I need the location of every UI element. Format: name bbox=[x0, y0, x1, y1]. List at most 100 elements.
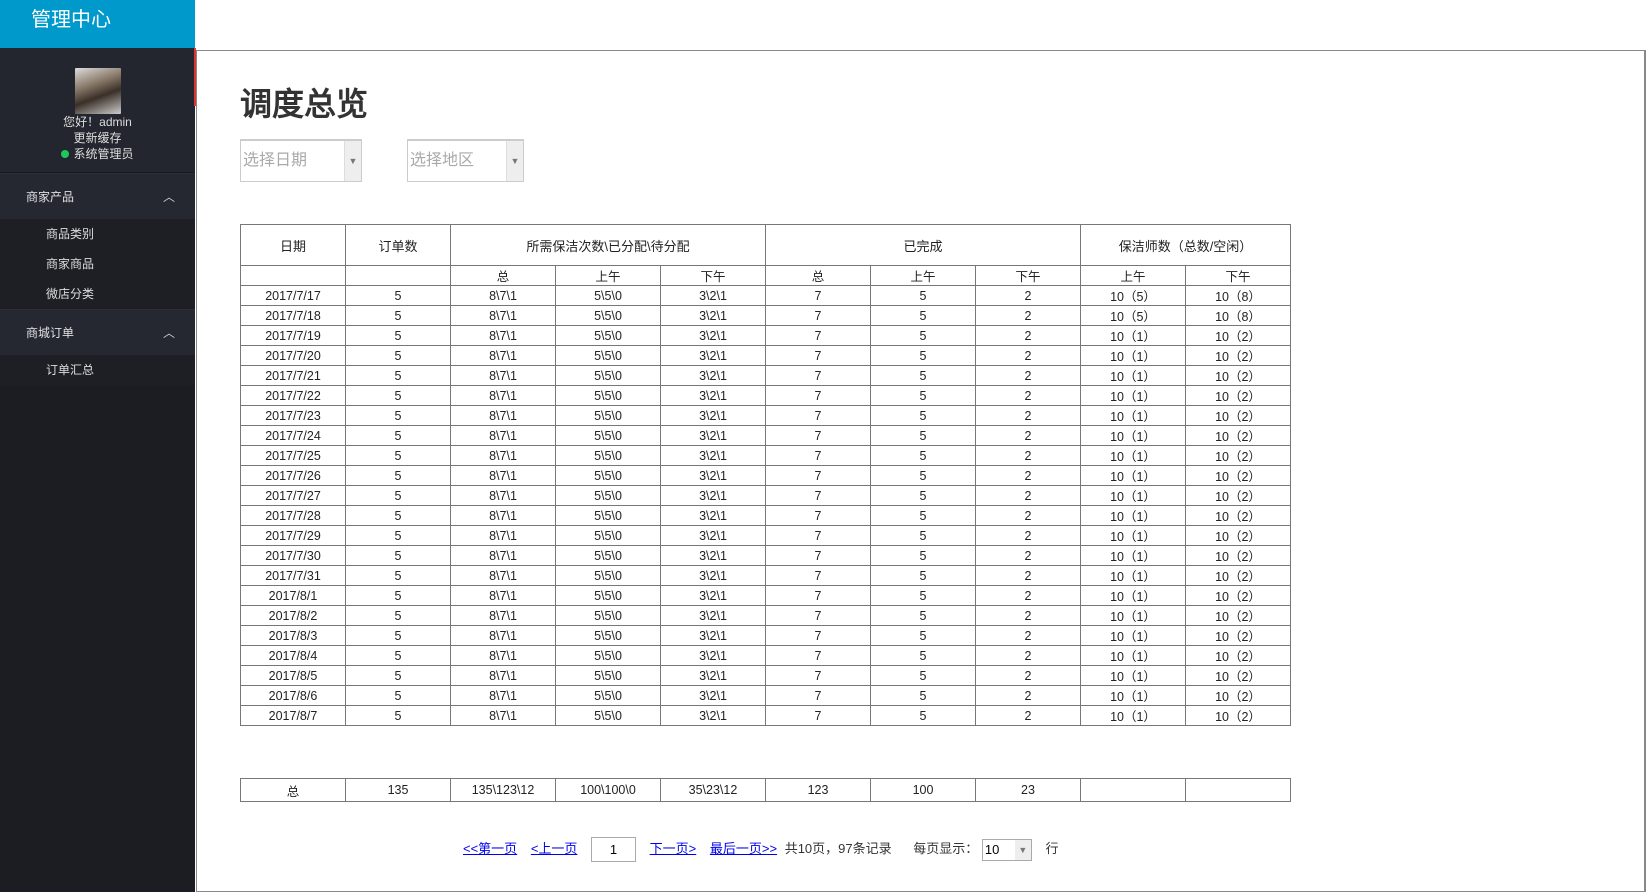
table-cell: 5\5\0 bbox=[555, 585, 661, 606]
chevron-down-icon: ▼ bbox=[1014, 839, 1031, 860]
sidebar-item[interactable]: 商品类别 bbox=[46, 227, 95, 241]
table-cell: 5 bbox=[870, 585, 976, 606]
table-cell: 2017/8/7 bbox=[240, 705, 346, 726]
table-cell: 5\5\0 bbox=[555, 305, 661, 326]
page-size-select[interactable]: 10 ▼ bbox=[981, 838, 1032, 861]
table-cell: 10（1） bbox=[1080, 665, 1186, 686]
chevron-up-icon[interactable]: ︿ bbox=[162, 326, 175, 340]
total-cell: 100 bbox=[870, 778, 976, 802]
table-cell: 5 bbox=[870, 365, 976, 386]
rows-unit: 行 bbox=[1045, 840, 1059, 856]
chevron-up-icon[interactable]: ︿ bbox=[162, 190, 175, 204]
sidebar-item[interactable]: 商家商品 bbox=[46, 257, 95, 271]
table-cell: 8\7\1 bbox=[450, 565, 556, 586]
brand-title: 管理中心 bbox=[0, 0, 195, 48]
table-cell: 7 bbox=[765, 645, 871, 666]
last-page-link[interactable]: 最后一页>> bbox=[709, 840, 778, 856]
table-cell: 2 bbox=[975, 705, 1081, 726]
table-cell: 10（2） bbox=[1185, 685, 1291, 706]
table-cell: 5\5\0 bbox=[555, 665, 661, 686]
section-label: 商城订单 bbox=[26, 326, 75, 340]
table-cell: 3\2\1 bbox=[660, 645, 766, 666]
table-cell: 8\7\1 bbox=[450, 405, 556, 426]
sidebar-item[interactable]: 订单汇总 bbox=[46, 363, 95, 377]
sidebar-item[interactable]: 微店分类 bbox=[46, 287, 95, 301]
table-cell: 2017/8/6 bbox=[240, 685, 346, 706]
avatar[interactable] bbox=[74, 68, 121, 114]
table-cell: 10（1） bbox=[1080, 385, 1186, 406]
table-row: 2017/8/3 5 8\7\1 5\5\0 3\2\1 7 5 2 10（1） 10（2） bbox=[240, 625, 1291, 646]
table-cell: 2017/7/20 bbox=[240, 345, 346, 366]
table-cell: 3\2\1 bbox=[660, 505, 766, 526]
table-cell: 10（1） bbox=[1080, 565, 1186, 586]
table-cell: 5 bbox=[870, 425, 976, 446]
table-cell: 3\2\1 bbox=[660, 325, 766, 346]
schedule-table: 日期 订单数 所需保洁次数\已分配\待分配 已完成 保洁师数（总数/空闲）总上午 下午总上… bbox=[240, 224, 1291, 726]
table-cell: 10（2） bbox=[1185, 565, 1291, 586]
next-page-link[interactable]: 下一页> bbox=[649, 840, 697, 856]
table-cell: 5\5\0 bbox=[555, 685, 661, 706]
table-cell: 5 bbox=[870, 445, 976, 466]
table-cell: 10（2） bbox=[1185, 665, 1291, 686]
page-size-value: 10 bbox=[984, 841, 1000, 857]
table-cell: 5 bbox=[870, 305, 976, 326]
page-number-input[interactable]: 1 bbox=[591, 837, 637, 862]
table-cell: 2 bbox=[975, 605, 1081, 626]
table-cell: 10（2） bbox=[1185, 345, 1291, 366]
table-cell: 5 bbox=[345, 365, 451, 386]
table-cell: 10（2） bbox=[1185, 605, 1291, 626]
table-cell: 10（1） bbox=[1080, 425, 1186, 446]
sidebar-section[interactable]: 商家产品 ︿ bbox=[0, 173, 195, 219]
table-cell: 8\7\1 bbox=[450, 705, 556, 726]
table-cell: 2 bbox=[975, 565, 1081, 586]
table-cell: 5 bbox=[870, 325, 976, 346]
greeting: 您好！admin bbox=[63, 115, 132, 129]
table-cell: 2017/7/17 bbox=[240, 285, 346, 306]
table-cell: 2 bbox=[975, 445, 1081, 466]
table-cell: 7 bbox=[765, 585, 871, 606]
table-row: 2017/7/19 5 8\7\1 5\5\0 3\2\1 7 5 2 10（1） 10（2） bbox=[240, 325, 1291, 346]
region-select[interactable]: 选择地区 ▼ bbox=[407, 139, 524, 182]
column-header: 订单数 bbox=[345, 224, 451, 266]
table-cell: 10（2） bbox=[1185, 425, 1291, 446]
table-cell: 10（2） bbox=[1185, 505, 1291, 526]
table-cell: 5 bbox=[345, 285, 451, 306]
table-cell: 2 bbox=[975, 525, 1081, 546]
table-cell: 2 bbox=[975, 485, 1081, 506]
table-cell: 2 bbox=[975, 425, 1081, 446]
table-cell: 10（1） bbox=[1080, 445, 1186, 466]
table-cell: 2 bbox=[975, 505, 1081, 526]
table-cell: 5 bbox=[345, 505, 451, 526]
total-cell bbox=[1185, 778, 1291, 802]
table-cell: 5\5\0 bbox=[555, 705, 661, 726]
table-cell: 2 bbox=[975, 545, 1081, 566]
sidebar-section[interactable]: 商城订单 ︿ bbox=[0, 309, 195, 355]
first-page-link[interactable]: <<第一页 bbox=[463, 840, 518, 856]
table-cell: 7 bbox=[765, 405, 871, 426]
table-cell: 2017/7/19 bbox=[240, 325, 346, 346]
table-cell: 10（8） bbox=[1185, 305, 1291, 326]
table-row: 2017/7/30 5 8\7\1 5\5\0 3\2\1 7 5 2 10（1） 10（2） bbox=[240, 545, 1291, 566]
table-cell: 7 bbox=[765, 565, 871, 586]
table-cell: 8\7\1 bbox=[450, 605, 556, 626]
sidebar-submenu: 商品类别商家商品微店分类 bbox=[0, 219, 195, 309]
column-subheader: 上午 bbox=[1080, 265, 1186, 286]
table-row: 2017/7/31 5 8\7\1 5\5\0 3\2\1 7 5 2 10（1） 10（2） bbox=[240, 565, 1291, 586]
table-cell: 2017/7/24 bbox=[240, 425, 346, 446]
region-placeholder: 选择地区 bbox=[410, 152, 475, 169]
user-role: 系统管理员 bbox=[73, 147, 134, 161]
total-cell: 23 bbox=[975, 778, 1081, 802]
prev-page-link[interactable]: <上一页 bbox=[530, 840, 578, 856]
table-cell: 10（1） bbox=[1080, 525, 1186, 546]
table-cell: 10（2） bbox=[1185, 325, 1291, 346]
chevron-down-icon: ▼ bbox=[344, 141, 361, 181]
table-cell: 2017/7/29 bbox=[240, 525, 346, 546]
table-cell: 7 bbox=[765, 625, 871, 646]
main-content: 调度总览 选择日期 ▼ 选择地区 ▼ 日期 订单数 所需保洁次数\已分配\待分配 已完成保… bbox=[196, 50, 1646, 892]
refresh-cache-link[interactable]: 更新缓存 bbox=[73, 131, 122, 145]
table-cell: 5 bbox=[870, 385, 976, 406]
column-subheader: 下午 bbox=[660, 265, 766, 286]
date-select[interactable]: 选择日期 ▼ bbox=[240, 139, 362, 182]
table-cell: 2 bbox=[975, 385, 1081, 406]
page-title: 调度总览 bbox=[240, 86, 369, 122]
